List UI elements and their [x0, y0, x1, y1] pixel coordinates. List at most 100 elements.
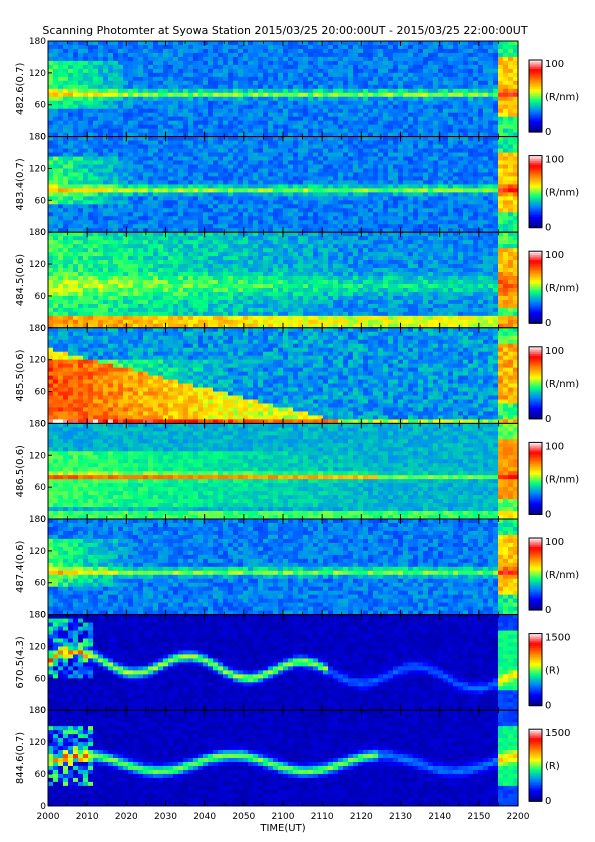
heatmap-cell [283, 128, 289, 134]
heatmap-cell [458, 148, 464, 154]
heatmap-cell [168, 136, 174, 142]
heatmap-cell [298, 216, 304, 221]
heatmap-cell [98, 108, 104, 114]
heatmap-cell [233, 188, 239, 193]
heatmap-cell [198, 48, 204, 54]
heatmap-cell [78, 176, 84, 182]
heatmap-cell [83, 319, 89, 325]
heatmap-cell [73, 204, 79, 209]
heatmap-cell [208, 124, 214, 130]
heatmap-cell [163, 208, 169, 213]
heatmap-cell [513, 140, 519, 146]
heatmap-cell [133, 180, 139, 185]
heatmap-cell [208, 224, 214, 229]
heatmap-cell [123, 76, 129, 82]
heatmap-cell [438, 172, 444, 178]
heatmap-cell [443, 72, 449, 78]
heatmap-cell [428, 64, 434, 70]
heatmap-cell [308, 208, 314, 213]
heatmap-cell [228, 41, 234, 46]
heatmap-cell [348, 172, 354, 178]
heatmap-cell [248, 224, 254, 229]
heatmap-cell [328, 148, 334, 154]
heatmap-cell [298, 180, 304, 185]
heatmap-cell [283, 72, 289, 78]
heatmap-cell [333, 80, 339, 86]
heatmap-cell [138, 76, 144, 82]
heatmap-cell [383, 196, 389, 201]
heatmap-cell [168, 164, 174, 170]
heatmap-cell [363, 116, 369, 122]
heatmap-cell [318, 60, 324, 66]
heatmap-cell [288, 112, 294, 118]
heatmap-cell [333, 156, 339, 162]
heatmap-cell [158, 200, 164, 205]
heatmap-cell [308, 128, 314, 134]
heatmap-cell [208, 140, 214, 146]
heatmap-cell [263, 140, 269, 146]
heatmap-cell [83, 176, 89, 182]
heatmap-cell [143, 148, 149, 154]
heatmap-cell [513, 128, 519, 134]
heatmap-cell [488, 228, 494, 233]
heatmap-cell [153, 68, 159, 74]
heatmap-cell [433, 220, 439, 225]
heatmap-cell [288, 224, 294, 229]
heatmap-cell [463, 100, 469, 106]
heatmap-cell [283, 224, 289, 229]
heatmap-cell [318, 108, 324, 114]
heatmap-cell [63, 315, 69, 321]
heatmap-cell [163, 92, 169, 98]
heatmap-cell [478, 104, 484, 110]
heatmap-cell [48, 104, 54, 110]
heatmap-cell [458, 120, 464, 126]
heatmap-cell [433, 116, 439, 122]
heatmap-cell [238, 44, 244, 50]
heatmap-cell [98, 287, 104, 293]
heatmap-cell [138, 180, 144, 185]
heatmap-cell [168, 144, 174, 150]
heatmap-cell [423, 220, 429, 225]
heatmap-cell [448, 148, 454, 154]
heatmap-cell [68, 228, 74, 233]
heatmap-cell [183, 41, 189, 46]
heatmap-cell [503, 216, 509, 221]
heatmap-cell [83, 188, 89, 193]
heatmap-cell [458, 44, 464, 50]
heatmap-cell [208, 180, 214, 185]
heatmap-cell [113, 196, 119, 201]
heatmap-cell [58, 208, 64, 213]
heatmap-cell [348, 100, 354, 106]
heatmap-cell [508, 92, 514, 98]
heatmap-cell [123, 200, 129, 205]
heatmap-cell [298, 41, 304, 46]
heatmap-cell [363, 56, 369, 62]
heatmap-cell [343, 56, 349, 62]
heatmap-cell [488, 52, 494, 58]
heatmap-cell [83, 152, 89, 158]
heatmap-cell [333, 164, 339, 170]
heatmap-cell [58, 44, 64, 50]
heatmap-cell [158, 216, 164, 221]
heatmap-cell [398, 216, 404, 221]
heatmap-cell [273, 148, 279, 154]
heatmap-cell [108, 192, 114, 197]
heatmap-cell [173, 68, 179, 74]
heatmap-cell [408, 132, 414, 138]
heatmap-cell [338, 212, 344, 217]
heatmap-cell [323, 120, 329, 126]
heatmap-cell [233, 140, 239, 146]
heatmap-cell [393, 144, 399, 150]
heatmap-cell [253, 92, 259, 98]
heatmap-cell [498, 100, 504, 106]
heatmap-cell [48, 41, 54, 46]
heatmap-cell [283, 184, 289, 189]
heatmap-cell [68, 291, 74, 297]
heatmap-cell [408, 124, 414, 130]
heatmap-cell [168, 100, 174, 106]
heatmap-cell [88, 291, 94, 297]
heatmap-cell [188, 68, 194, 74]
heatmap-cell [103, 64, 109, 70]
heatmap-cell [88, 256, 94, 261]
heatmap-cell [228, 108, 234, 114]
